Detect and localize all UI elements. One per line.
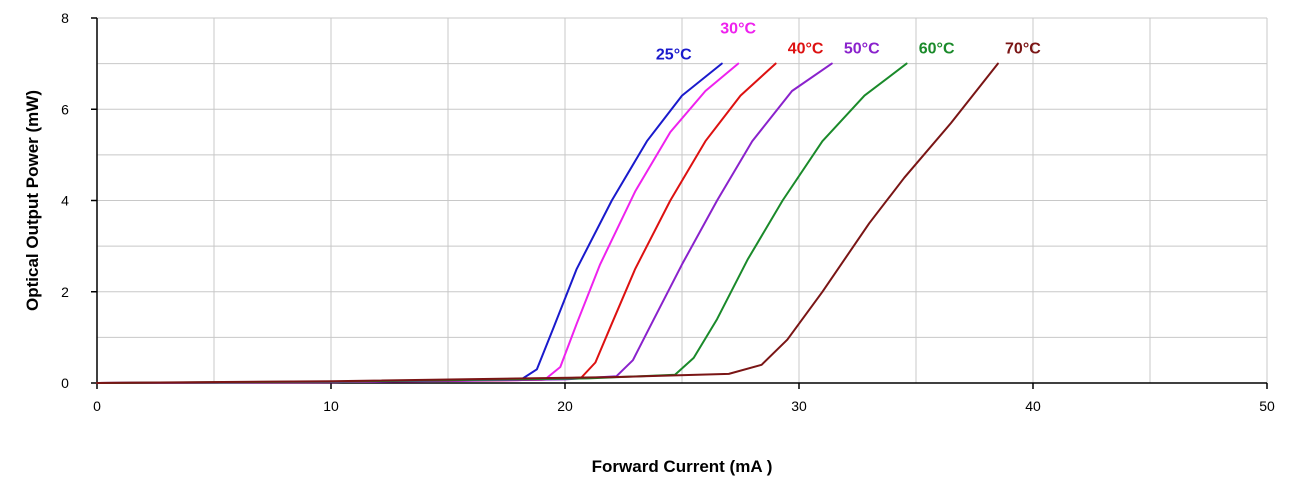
y-tick-label: 6 bbox=[61, 101, 69, 117]
series-label-0: 25°C bbox=[656, 47, 692, 64]
x-tick-label: 40 bbox=[1025, 398, 1041, 414]
series-line-4 bbox=[96, 62, 908, 384]
series-lines bbox=[96, 62, 999, 384]
x-tick-label: 10 bbox=[323, 398, 339, 414]
series-line-3 bbox=[96, 62, 833, 384]
series-labels: 25°C 30°C 40°C 50°C 60°C 70°C bbox=[656, 21, 1041, 64]
series-line-5 bbox=[96, 62, 999, 384]
grid bbox=[97, 17, 1268, 383]
series-line-0 bbox=[96, 62, 723, 384]
axes bbox=[91, 17, 1268, 389]
tick-labels: 0 10 20 30 40 50 0 2 4 6 8 bbox=[61, 10, 1275, 414]
y-tick-label: 8 bbox=[61, 10, 69, 26]
y-tick-label: 0 bbox=[61, 375, 69, 391]
series-label-5: 70°C bbox=[1005, 41, 1041, 58]
series-label-2: 40°C bbox=[788, 41, 824, 58]
x-tick-label: 0 bbox=[93, 398, 101, 414]
y-axis-label: Optical Output Power (mW) bbox=[23, 90, 42, 311]
series-label-1: 30°C bbox=[720, 21, 756, 38]
series-line-2 bbox=[96, 62, 777, 384]
series-label-4: 60°C bbox=[919, 41, 955, 58]
x-tick-label: 20 bbox=[557, 398, 573, 414]
series-line-1 bbox=[96, 62, 740, 384]
x-tick-label: 50 bbox=[1259, 398, 1275, 414]
x-axis-label: Forward Current (mA ) bbox=[592, 457, 773, 476]
y-tick-label: 2 bbox=[61, 284, 69, 300]
y-tick-label: 4 bbox=[61, 193, 69, 209]
series-label-3: 50°C bbox=[844, 41, 880, 58]
x-tick-label: 30 bbox=[791, 398, 807, 414]
